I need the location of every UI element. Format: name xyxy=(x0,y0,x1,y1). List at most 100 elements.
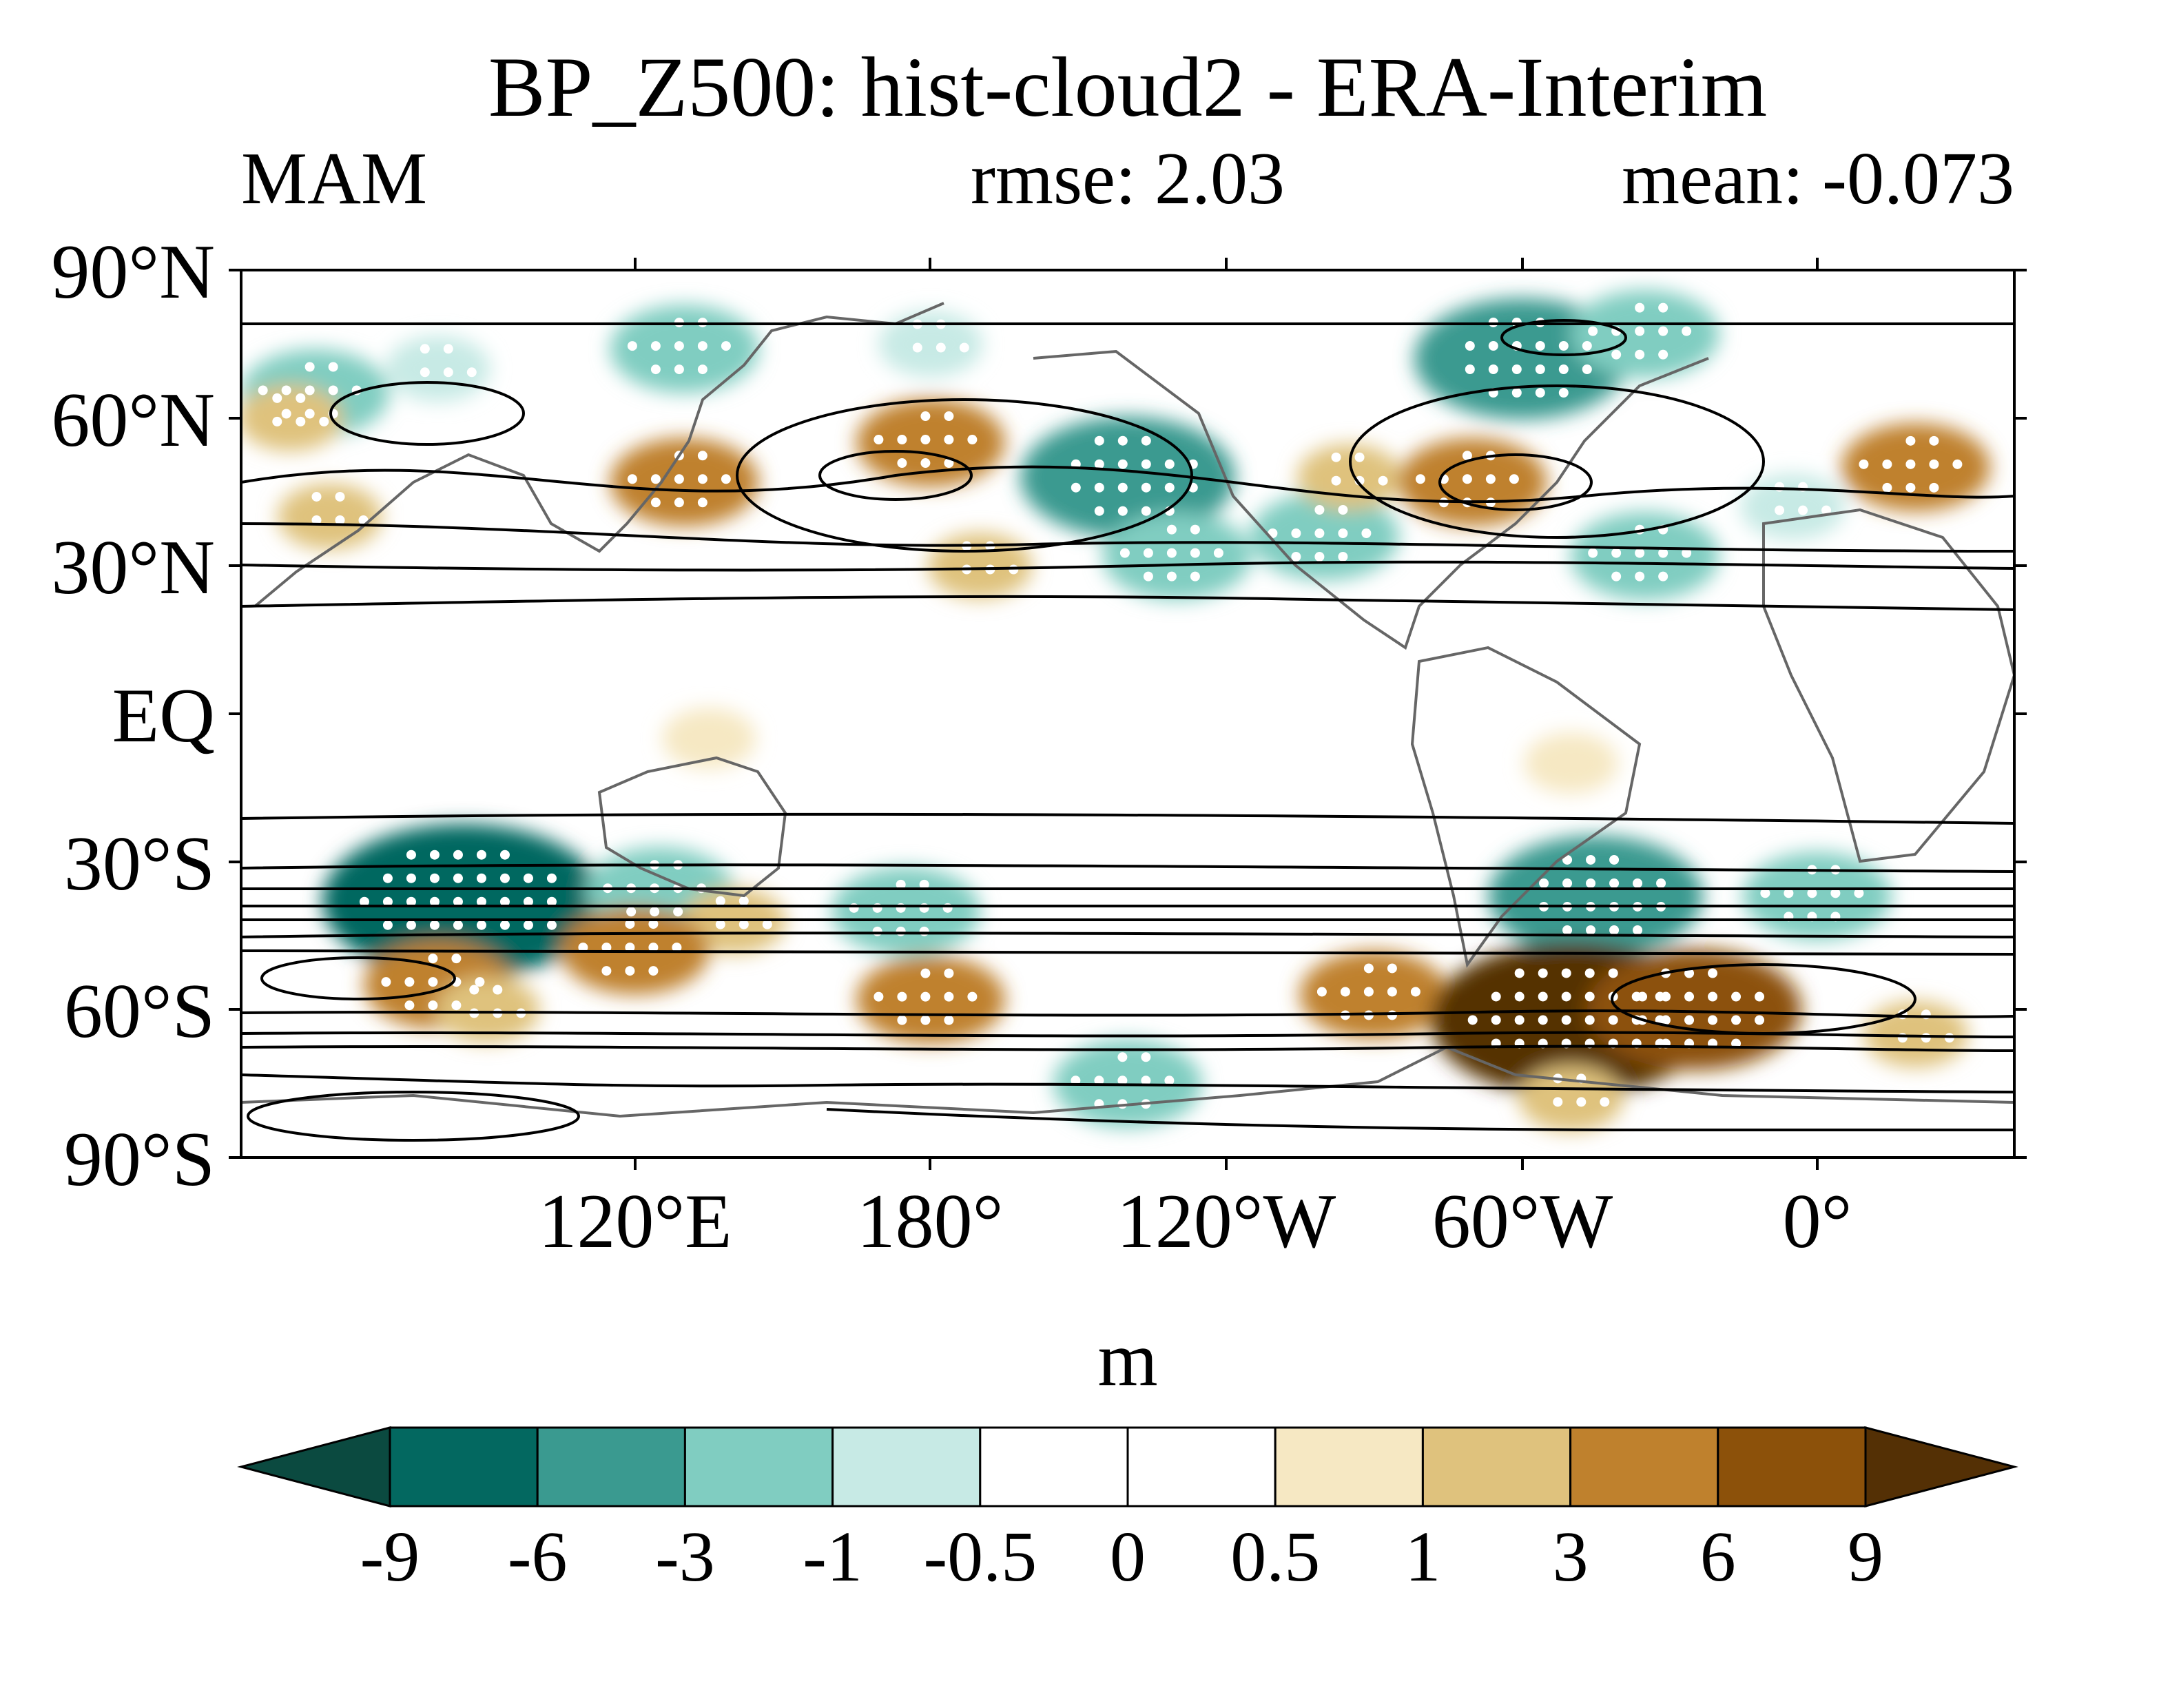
colorbar-box xyxy=(1569,1426,1719,1508)
colorbar-box xyxy=(683,1426,834,1508)
stipple-dot xyxy=(936,342,946,353)
stipple-dot xyxy=(601,943,612,953)
stipple-dot xyxy=(721,474,731,484)
stipple-dot xyxy=(1608,1015,1618,1025)
stipple-dot xyxy=(1361,528,1372,538)
lon-label-120w: 120°W xyxy=(1117,1179,1336,1264)
stipple-dot xyxy=(476,896,486,907)
colorbar-box xyxy=(389,1426,539,1508)
stipple-dot xyxy=(453,896,463,907)
contour-sh-12 xyxy=(826,1108,2014,1132)
anomaly-blob xyxy=(1299,950,1449,1039)
stipple-dot xyxy=(967,991,978,1002)
stipple-dot xyxy=(466,367,477,378)
stipple-dot xyxy=(1511,364,1522,374)
stipple-dot xyxy=(1314,552,1325,562)
stipple-dot xyxy=(406,920,416,930)
stipple-dot xyxy=(406,850,416,860)
stipple-dot xyxy=(453,920,463,930)
lat-labels: 90°N 60°N 30°N EQ 30°S 60°S 90°S xyxy=(51,229,215,1202)
stipple-dot xyxy=(1582,341,1592,351)
stipple-dot xyxy=(1708,991,1718,1002)
colorbar-box xyxy=(1126,1426,1277,1508)
coastline-antarctica xyxy=(241,1045,2014,1118)
stipple-dot xyxy=(1633,925,1643,935)
stipple-dot xyxy=(1141,1052,1151,1062)
lat-label-60s: 60°S xyxy=(64,969,215,1054)
stipple-dot xyxy=(721,341,731,351)
stipple-dot xyxy=(1821,505,1832,515)
stipple-dot xyxy=(1905,435,1916,446)
contour-closed-south-indian xyxy=(260,956,456,1000)
stipple-dot xyxy=(1488,364,1498,374)
stipple-dot xyxy=(1164,1076,1175,1086)
rmse-label: rmse: 2.03 xyxy=(971,138,1285,220)
stipple-dot xyxy=(523,873,533,883)
lon-label-60w: 60°W xyxy=(1432,1179,1613,1264)
stipple-dot xyxy=(897,991,907,1002)
stipple-dot xyxy=(897,1015,907,1025)
stipple-dot xyxy=(1190,548,1200,558)
stipple-dot xyxy=(1682,548,1692,558)
stipple-dot xyxy=(304,362,315,372)
colorbar-tick-label: -6 xyxy=(508,1517,568,1596)
contour-nh-5 xyxy=(241,595,2014,611)
anomaly-blob xyxy=(662,708,756,769)
stipple-dot xyxy=(1921,1033,1931,1043)
stipple-dot xyxy=(627,341,637,351)
stipple-dot xyxy=(920,968,931,978)
stipple-dot xyxy=(1071,482,1081,493)
stipple-dot xyxy=(1141,1076,1151,1086)
stipple-dot xyxy=(1684,991,1695,1002)
stipple-dot xyxy=(944,458,954,469)
stipple-dot xyxy=(673,907,683,917)
stipple-dot xyxy=(406,873,416,883)
stipple-dot xyxy=(1094,1076,1104,1086)
stipple-dot xyxy=(1331,452,1341,462)
stipple-dot xyxy=(328,362,338,372)
colorbar-box xyxy=(1717,1426,1867,1508)
stipple-dot xyxy=(578,943,588,953)
stipple-dot xyxy=(429,896,440,907)
stipple-dot xyxy=(897,435,907,445)
anomaly-blob xyxy=(1102,512,1252,601)
stipple-dot xyxy=(281,409,291,419)
stipple-dot xyxy=(1658,302,1668,313)
stipple-dot xyxy=(311,491,322,502)
stipple-dot xyxy=(648,919,659,929)
stipple-dot xyxy=(944,411,954,422)
anomaly-blob xyxy=(1524,732,1618,794)
stipple-dot xyxy=(1488,341,1498,351)
stipple-dot xyxy=(1485,474,1496,484)
stipple-dot xyxy=(625,943,635,953)
stipple-dot xyxy=(896,926,906,936)
stipple-dot xyxy=(1731,1015,1742,1025)
stipple-dot xyxy=(1354,452,1365,462)
stipple-dot xyxy=(1576,1097,1587,1107)
stipple-dot xyxy=(523,920,533,930)
stipple-dot xyxy=(475,977,485,987)
stipple-dot xyxy=(627,474,637,484)
stipple-dot xyxy=(697,451,707,461)
colorbar-tick-label: 1 xyxy=(1405,1517,1440,1596)
stipple-dot xyxy=(920,411,931,422)
stipple-dot xyxy=(1316,987,1327,997)
stipple-dot xyxy=(1929,435,1939,446)
stipple-dot xyxy=(1658,548,1668,558)
stipple-dot xyxy=(1558,388,1569,398)
stipple-dot xyxy=(1164,459,1175,469)
stipple-dot xyxy=(451,954,462,964)
stipple-dot xyxy=(1760,888,1770,898)
stipple-dot xyxy=(1314,505,1325,515)
stipple-dot xyxy=(335,515,345,525)
stipple-dot xyxy=(546,873,557,883)
stipple-dot xyxy=(1807,888,1817,898)
stipple-dot xyxy=(1538,968,1548,978)
colorbar-box xyxy=(536,1426,686,1508)
stipple-dot xyxy=(896,903,906,913)
contour-sh-6 xyxy=(241,932,2014,938)
stipple-dot xyxy=(1635,326,1645,336)
stipple-dot xyxy=(1561,1015,1571,1025)
stipple-dot xyxy=(1166,548,1177,558)
